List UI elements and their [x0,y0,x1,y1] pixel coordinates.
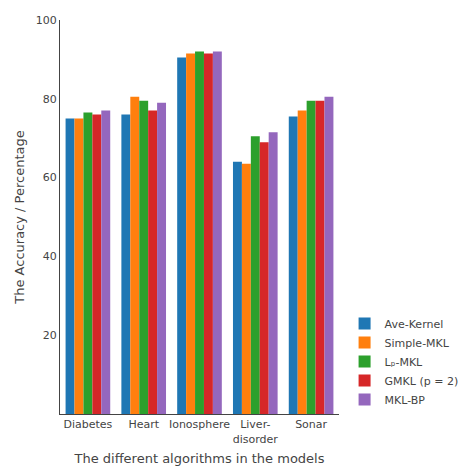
svg-text:60: 60 [43,171,57,184]
svg-text:GMKL (p = 2): GMKL (p = 2) [385,375,459,388]
svg-text:The different algorithms in th: The different algorithms in the models [73,451,324,466]
svg-text:Sonar: Sonar [295,418,327,431]
svg-text:100: 100 [36,14,57,27]
svg-text:MKL-BP: MKL-BP [385,394,426,407]
svg-text:Ionosphere: Ionosphere [169,418,230,431]
svg-text:Liver-disorder: Liver-disorder [233,418,279,445]
svg-text:Ave-Kernel: Ave-Kernel [385,318,444,331]
svg-text:Diabetes: Diabetes [63,418,112,431]
svg-text:Heart: Heart [128,418,159,431]
svg-text:40: 40 [43,250,57,263]
svg-text:80: 80 [43,93,57,106]
svg-text:20: 20 [43,329,57,342]
svg-text:Lₚ-MKL: Lₚ-MKL [385,356,424,369]
svg-text:The Accuracy / Percentage: The Accuracy / Percentage [12,130,27,304]
svg-text:Simple-MKL: Simple-MKL [385,337,450,350]
